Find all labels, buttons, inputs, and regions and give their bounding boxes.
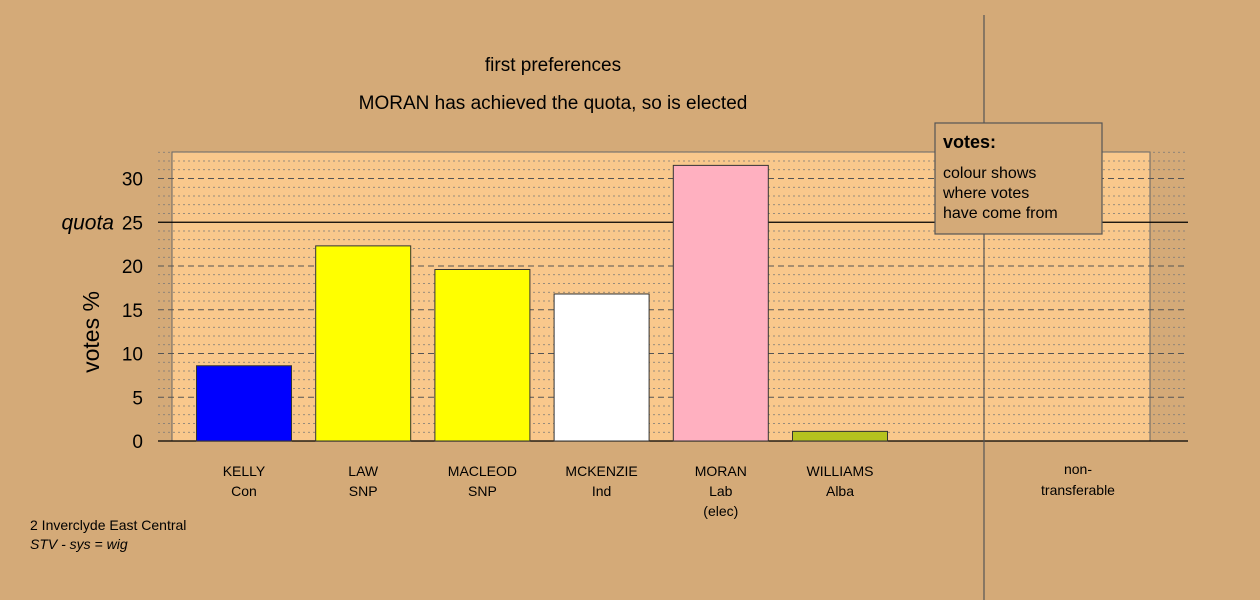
x-label-mckenzie-0: MCKENZIE — [565, 463, 637, 479]
bar-law — [315, 245, 412, 442]
legend-line-2: where votes — [942, 185, 1029, 202]
x-label-williams-1: Alba — [826, 483, 854, 499]
x-label-law-0: LAW — [348, 463, 379, 479]
x-label-kelly-1: Con — [231, 483, 257, 499]
voting-system: STV - sys = wig — [30, 536, 128, 552]
x-axis-labels: KELLY Con LAW SNP MACLEOD SNP MCKENZIE Ind MORAN… — [223, 461, 1115, 519]
bar-macleod — [434, 269, 531, 442]
x-label-moran-2: (elec) — [703, 503, 738, 519]
legend-line-3: have come from — [943, 205, 1058, 222]
legend-box — [934, 122, 1103, 235]
x-label-mckenzie-1: Ind — [592, 483, 611, 499]
x-label-williams-0: WILLIAMS — [807, 463, 874, 479]
y-tick-label: 15 — [122, 301, 143, 322]
footer: 2 Inverclyde East Central STV - sys = wi… — [30, 516, 186, 554]
y-axis: 0 5 10 15 20 25 30 quota — [61, 170, 143, 454]
y-tick-label: 25 — [122, 213, 143, 234]
x-label-law-1: SNP — [349, 483, 378, 499]
chart-title: first preferences — [485, 55, 621, 76]
legend-title: votes: — [943, 132, 996, 152]
bar-moran — [672, 164, 769, 442]
y-tick-label: 0 — [132, 432, 143, 453]
bar-kelly — [196, 365, 292, 442]
y-tick-label: 30 — [122, 170, 143, 191]
y-tick-label: 5 — [132, 388, 143, 409]
x-label-kelly-0: KELLY — [223, 463, 266, 479]
x-label-macleod-1: SNP — [468, 483, 497, 499]
x-label-moran-1: Lab — [709, 483, 733, 499]
bar-williams — [792, 430, 888, 442]
x-label-nontransferable-1: transferable — [1041, 482, 1115, 498]
x-label-nontransferable-0: non- — [1064, 461, 1092, 477]
legend: votes: colour shows where votes have com… — [934, 122, 1103, 235]
x-label-macleod-0: MACLEOD — [448, 463, 517, 479]
x-label-moran-0: MORAN — [695, 463, 747, 479]
y-axis-label: votes % — [78, 291, 104, 373]
ward-name: 2 Inverclyde East Central — [30, 517, 187, 533]
bars — [196, 164, 888, 442]
y-tick-label: 20 — [122, 257, 143, 278]
bar-mckenzie — [553, 293, 650, 442]
legend-line-1: colour shows — [943, 165, 1036, 182]
y-tick-label: 10 — [122, 345, 143, 366]
chart-subtitle: MORAN has achieved the quota, so is elec… — [359, 93, 748, 114]
quota-label: quota — [61, 211, 114, 234]
